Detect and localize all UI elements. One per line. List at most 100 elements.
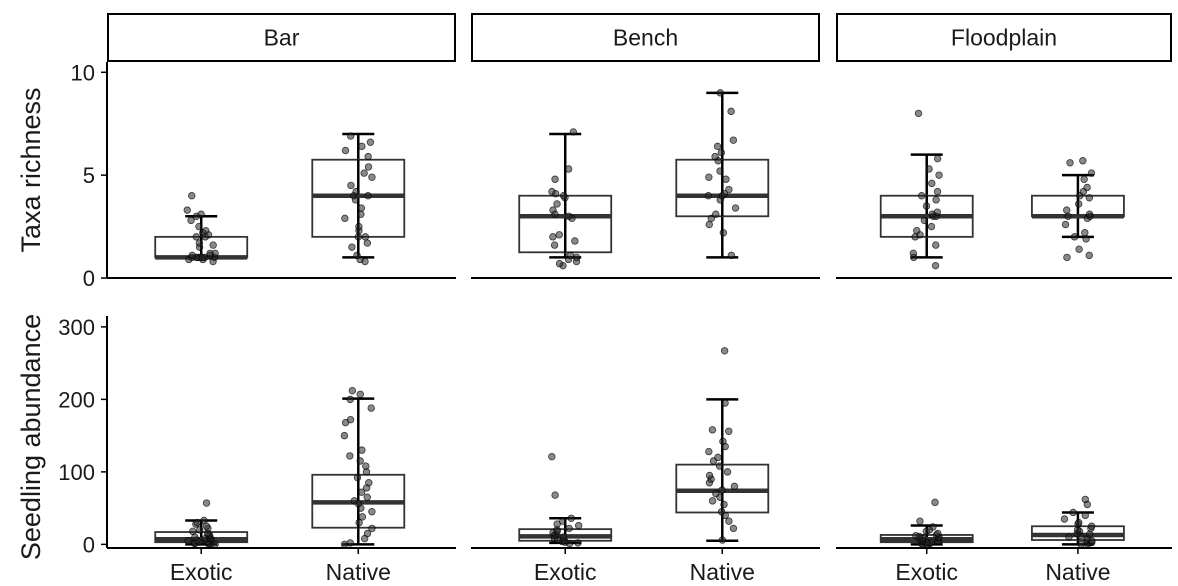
- data-point-taxa-richness-floodplain-exotic: [933, 187, 942, 196]
- facet-strip-bar: [107, 13, 456, 62]
- data-point-seedling-abundance-bar-exotic: [189, 527, 197, 536]
- data-point-seedling-abundance-bench-exotic: [559, 517, 567, 525]
- data-point-seedling-abundance-bench-native: [725, 427, 733, 435]
- data-point-taxa-richness-bar-native: [364, 163, 373, 171]
- data-point-seedling-abundance-bar-native: [346, 539, 354, 547]
- data-point-taxa-richness-floodplain-exotic: [927, 222, 936, 231]
- data-point-seedling-abundance-bench-native: [708, 426, 717, 434]
- data-point-seedling-abundance-bench-native: [721, 399, 729, 407]
- data-point-taxa-richness-bench-exotic: [549, 233, 557, 241]
- x-tick-label-floodplain-exotic: Exotic: [895, 559, 958, 585]
- data-point-taxa-richness-floodplain-native: [1066, 159, 1074, 167]
- y-tick-label-seedling-abundance-200: 200: [58, 387, 95, 412]
- data-point-taxa-richness-floodplain-exotic: [931, 261, 940, 270]
- data-point-seedling-abundance-bench-native: [723, 468, 732, 476]
- data-point-taxa-richness-bar-exotic: [195, 239, 204, 247]
- data-point-seedling-abundance-bench-exotic: [574, 521, 583, 530]
- data-point-taxa-richness-bar-native: [366, 138, 375, 146]
- data-point-seedling-abundance-bar-native: [356, 390, 364, 398]
- data-point-seedling-abundance-floodplain-native: [1081, 495, 1090, 504]
- data-point-taxa-richness-bench-native: [727, 251, 736, 260]
- data-point-seedling-abundance-bar-native: [355, 518, 363, 527]
- data-point-taxa-richness-bench-exotic: [571, 237, 579, 245]
- data-point-taxa-richness-floodplain-exotic: [922, 202, 931, 210]
- data-point-seedling-abundance-bench-native: [717, 508, 726, 516]
- data-point-seedling-abundance-bar-native: [362, 462, 370, 470]
- facet-label-bench: Bench: [613, 25, 678, 51]
- data-point-seedling-abundance-bench-exotic: [565, 524, 573, 533]
- data-point-taxa-richness-bench-native: [719, 229, 728, 237]
- data-point-taxa-richness-bar-exotic: [187, 216, 195, 225]
- data-point-taxa-richness-bench-exotic: [553, 200, 561, 208]
- data-point-seedling-abundance-bench-native: [720, 500, 728, 509]
- data-point-seedling-abundance-bench-native: [714, 453, 722, 462]
- data-point-taxa-richness-floodplain-native: [1064, 212, 1072, 220]
- data-point-seedling-abundance-floodplain-native: [1060, 515, 1069, 523]
- y-axis-title-taxa-richness: Taxa richness: [16, 87, 46, 252]
- y-tick-label-taxa-richness-5: 5: [83, 163, 95, 188]
- data-point-taxa-richness-floodplain-exotic: [914, 109, 923, 118]
- data-point-taxa-richness-bench-native: [711, 152, 719, 161]
- data-point-taxa-richness-bar-native: [364, 192, 372, 200]
- data-point-taxa-richness-bench-native: [707, 214, 715, 223]
- data-point-taxa-richness-bar-exotic: [206, 249, 214, 258]
- data-point-seedling-abundance-floodplain-native: [1075, 518, 1083, 527]
- data-point-taxa-richness-bench-native: [704, 192, 713, 200]
- data-point-seedling-abundance-bar-native: [346, 415, 355, 424]
- data-point-taxa-richness-floodplain-exotic: [925, 165, 933, 173]
- y-axis-title-seedling-abundance: Seedling abundance: [16, 314, 46, 560]
- data-point-taxa-richness-bar-exotic: [202, 226, 210, 235]
- data-point-taxa-richness-bar-native: [363, 239, 372, 247]
- data-point-seedling-abundance-bar-native: [363, 529, 372, 538]
- data-point-taxa-richness-floodplain-exotic: [909, 249, 918, 258]
- data-point-taxa-richness-bar-native: [354, 233, 363, 241]
- data-point-seedling-abundance-floodplain-exotic: [929, 523, 937, 531]
- x-tick-label-bench-exotic: Exotic: [534, 559, 597, 585]
- data-point-taxa-richness-bench-exotic: [555, 231, 563, 239]
- data-point-seedling-abundance-bar-native: [350, 497, 358, 505]
- data-point-taxa-richness-bench-exotic: [555, 259, 564, 268]
- data-point-taxa-richness-bar-native: [346, 132, 355, 140]
- data-point-taxa-richness-floodplain-exotic: [920, 216, 929, 225]
- data-point-taxa-richness-floodplain-native: [1063, 206, 1071, 214]
- data-point-taxa-richness-floodplain-native: [1061, 220, 1070, 229]
- y-tick-label-taxa-richness-10: 10: [71, 60, 95, 85]
- data-point-taxa-richness-bench-exotic: [549, 206, 557, 214]
- data-point-taxa-richness-bar-native: [341, 146, 350, 155]
- y-tick-label-seedling-abundance-0: 0: [83, 532, 95, 557]
- data-point-seedling-abundance-bar-native: [346, 395, 354, 404]
- data-point-taxa-richness-bar-exotic: [195, 222, 203, 231]
- data-point-taxa-richness-bench-native: [705, 173, 713, 181]
- data-point-taxa-richness-bar-native: [348, 243, 356, 251]
- facet-strip-floodplain: [836, 13, 1172, 62]
- data-point-taxa-richness-floodplain-native: [1085, 251, 1093, 260]
- data-point-seedling-abundance-floodplain-exotic: [934, 529, 942, 538]
- data-point-taxa-richness-bench-exotic: [564, 165, 573, 173]
- data-point-seedling-abundance-bench-native: [715, 462, 724, 470]
- data-point-taxa-richness-bench-exotic: [569, 128, 578, 136]
- data-point-taxa-richness-bench-exotic: [559, 192, 568, 200]
- data-point-taxa-richness-bar-native: [357, 204, 366, 212]
- data-point-taxa-richness-floodplain-native: [1080, 175, 1088, 183]
- data-point-seedling-abundance-floodplain-native: [1081, 511, 1089, 520]
- data-point-taxa-richness-floodplain-native: [1063, 253, 1071, 262]
- data-point-taxa-richness-bench-native: [717, 148, 726, 157]
- x-tick-label-bench-native: Native: [690, 559, 755, 585]
- data-point-seedling-abundance-bench-exotic: [551, 491, 559, 499]
- data-point-taxa-richness-bench-native: [722, 175, 730, 183]
- data-point-taxa-richness-bench-native: [716, 167, 724, 175]
- data-point-seedling-abundance-floodplain-exotic: [916, 517, 924, 525]
- data-point-taxa-richness-bench-native: [731, 204, 740, 212]
- data-point-taxa-richness-bar-native: [347, 181, 355, 190]
- data-point-seedling-abundance-bench-exotic: [559, 533, 568, 541]
- data-point-taxa-richness-floodplain-exotic: [933, 208, 942, 216]
- data-point-seedling-abundance-bar-native: [368, 508, 376, 516]
- data-point-seedling-abundance-bar-native: [356, 457, 364, 465]
- x-tick-label-bar-exotic: Exotic: [170, 559, 233, 585]
- data-point-taxa-richness-floodplain-native: [1075, 200, 1083, 208]
- data-point-taxa-richness-floodplain-native: [1083, 183, 1091, 192]
- data-point-taxa-richness-bar-exotic: [188, 251, 196, 260]
- data-point-seedling-abundance-bench-native: [705, 447, 713, 456]
- data-point-seedling-abundance-bench-exotic: [553, 520, 561, 528]
